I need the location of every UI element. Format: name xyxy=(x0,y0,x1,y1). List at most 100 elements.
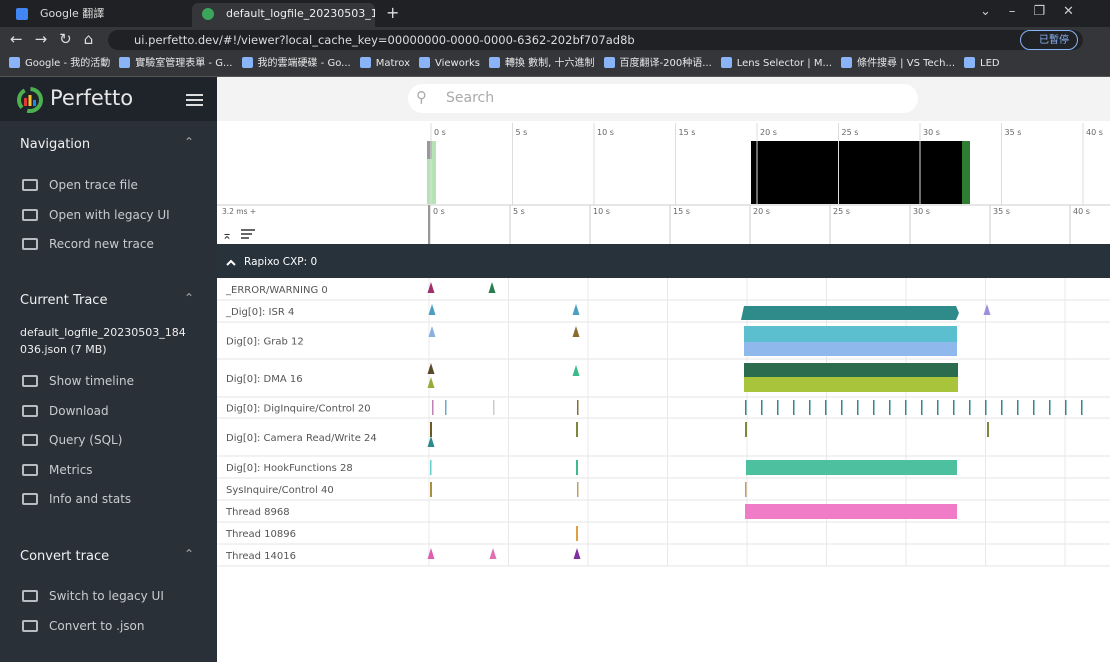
sidebar-item[interactable]: Metrics xyxy=(49,462,93,477)
instant-event xyxy=(428,326,436,337)
item-icon xyxy=(22,463,38,476)
overview-tick-label: 10 s xyxy=(597,128,614,137)
track-label: Thread 8968 xyxy=(225,507,290,518)
track-label: Dig[0]: HookFunctions 28 xyxy=(226,463,353,474)
overview-edge xyxy=(962,141,970,204)
time-tick-label: 40 s xyxy=(1073,207,1090,216)
logo: Perfetto xyxy=(50,86,134,110)
bookmark[interactable]: 我的雲端硬碟 - Go... xyxy=(242,53,351,75)
overview-window xyxy=(751,141,970,204)
sidebar: Perfetto Navigation ⌃ Open trace file Open … xyxy=(0,77,217,662)
slice xyxy=(430,482,432,497)
collapse-icon[interactable]: ⌃ xyxy=(184,291,195,305)
overview-tick-label: 35 s xyxy=(1005,128,1022,137)
bookmark[interactable]: 條件搜尋 | VS Tech... xyxy=(841,53,955,75)
collapse-icon[interactable]: ⌃ xyxy=(184,135,195,149)
search-box[interactable]: ⚲ Search xyxy=(408,84,918,113)
slice xyxy=(985,400,987,415)
overview-tick-label: 30 s xyxy=(923,128,940,137)
instant-event xyxy=(427,548,435,559)
sidebar-item[interactable]: Open trace file xyxy=(49,178,138,192)
sidebar-item[interactable]: Convert to .json xyxy=(49,618,145,633)
search-placeholder: Search xyxy=(446,90,495,106)
profile[interactable]: 已暫停 xyxy=(1020,30,1078,50)
slice xyxy=(576,460,578,475)
address-bar[interactable]: ui.perfetto.dev/#!/viewer?local_cache_ke… xyxy=(108,30,1083,50)
logo-icon xyxy=(17,87,43,113)
slice xyxy=(761,400,763,415)
sidebar-item[interactable]: Switch to legacy UI xyxy=(49,589,164,603)
slice xyxy=(1049,400,1051,415)
bookmark[interactable]: Vieworks xyxy=(419,53,480,75)
item-icon xyxy=(22,493,38,505)
item-icon xyxy=(22,238,38,250)
slice xyxy=(577,400,579,415)
instant-event xyxy=(572,365,580,376)
tab-active[interactable]: default_logfile_20230503_1840 xyxy=(192,3,375,27)
window-controls[interactable]: ⌄–❐✕ xyxy=(980,4,1092,19)
slice xyxy=(746,460,957,475)
slice xyxy=(744,342,957,356)
time-tick-label: 15 s xyxy=(673,207,690,216)
slice xyxy=(1001,400,1003,415)
group-header xyxy=(217,244,1110,278)
slice xyxy=(793,400,795,415)
slice xyxy=(744,377,958,392)
bookmark[interactable]: Google - 我的活動 xyxy=(9,53,110,75)
bookmark[interactable]: Lens Selector | M... xyxy=(721,53,832,75)
overview-tick-label: 40 s xyxy=(1086,128,1103,137)
bookmark[interactable]: LED xyxy=(964,53,1000,75)
sidebar-item[interactable]: Info and stats xyxy=(49,492,132,506)
slice xyxy=(1033,400,1035,415)
instant-event xyxy=(573,548,581,559)
sidebar-item[interactable]: Query (SQL) xyxy=(49,433,123,447)
slice xyxy=(905,400,907,415)
slice xyxy=(857,400,859,415)
track-label: SysInquire/Control 40 xyxy=(226,485,334,496)
track-label: Dig[0]: Camera Read/Write 24 xyxy=(226,433,377,444)
slice xyxy=(825,400,827,415)
favicon xyxy=(202,8,214,20)
time-tick-label: 0 s xyxy=(433,207,445,216)
slice xyxy=(889,400,891,415)
overview-tick-label: 20 s xyxy=(760,128,777,137)
sidebar-item[interactable]: Open with legacy UI xyxy=(49,207,170,222)
track-label: Dig[0]: Grab 12 xyxy=(226,337,304,348)
tab[interactable]: Google 翻譯 xyxy=(40,7,105,20)
track-label: _Dig[0]: ISR 4 xyxy=(225,307,294,318)
new-tab[interactable]: + xyxy=(386,3,400,22)
overview-mark xyxy=(427,141,432,159)
bookmark[interactable]: 百度翻译-200种语... xyxy=(604,53,712,75)
slice xyxy=(576,526,578,541)
sidebar-item[interactable]: Record new trace xyxy=(49,237,154,251)
item-icon xyxy=(22,434,38,446)
bookmark[interactable]: 實驗室管理表單 - G... xyxy=(119,53,232,75)
timeline: 0 s 5 s 10 s 15 s 20 s 25 s 30 s 35 s 40 s 0 s 5 s… xyxy=(217,121,1110,567)
bookmark[interactable]: 轉換 數制, 十六進制 xyxy=(489,53,595,75)
track-label: Dig[0]: DigInquire/Control 20 xyxy=(226,404,371,415)
item-icon xyxy=(22,179,38,191)
slice xyxy=(745,422,747,437)
collapse-icon[interactable]: ⌃ xyxy=(184,547,195,561)
trace-file: default_logfile_20230503_184036.json (7 … xyxy=(20,326,186,356)
sidebar-item[interactable]: Show timeline xyxy=(49,374,134,388)
instant-event xyxy=(428,304,436,315)
sort-icon xyxy=(241,229,255,239)
instant-event xyxy=(427,363,435,374)
instant-event xyxy=(427,282,435,293)
bookmark[interactable]: Matrox xyxy=(360,53,410,75)
instant-event xyxy=(489,548,497,559)
collapse-all: ⌅ xyxy=(222,228,232,242)
favicon xyxy=(16,8,28,20)
slice xyxy=(921,400,923,415)
track-label: Thread 10896 xyxy=(225,529,296,540)
slice xyxy=(841,400,843,415)
section-title: Current Trace xyxy=(20,293,108,308)
nav-buttons[interactable]: ←→↻⌂ xyxy=(10,30,106,48)
slice xyxy=(445,400,447,415)
sidebar-header: Perfetto xyxy=(0,77,217,121)
sidebar-item[interactable]: Download xyxy=(49,403,109,418)
slice xyxy=(744,363,958,377)
menu-button[interactable] xyxy=(186,94,203,96)
